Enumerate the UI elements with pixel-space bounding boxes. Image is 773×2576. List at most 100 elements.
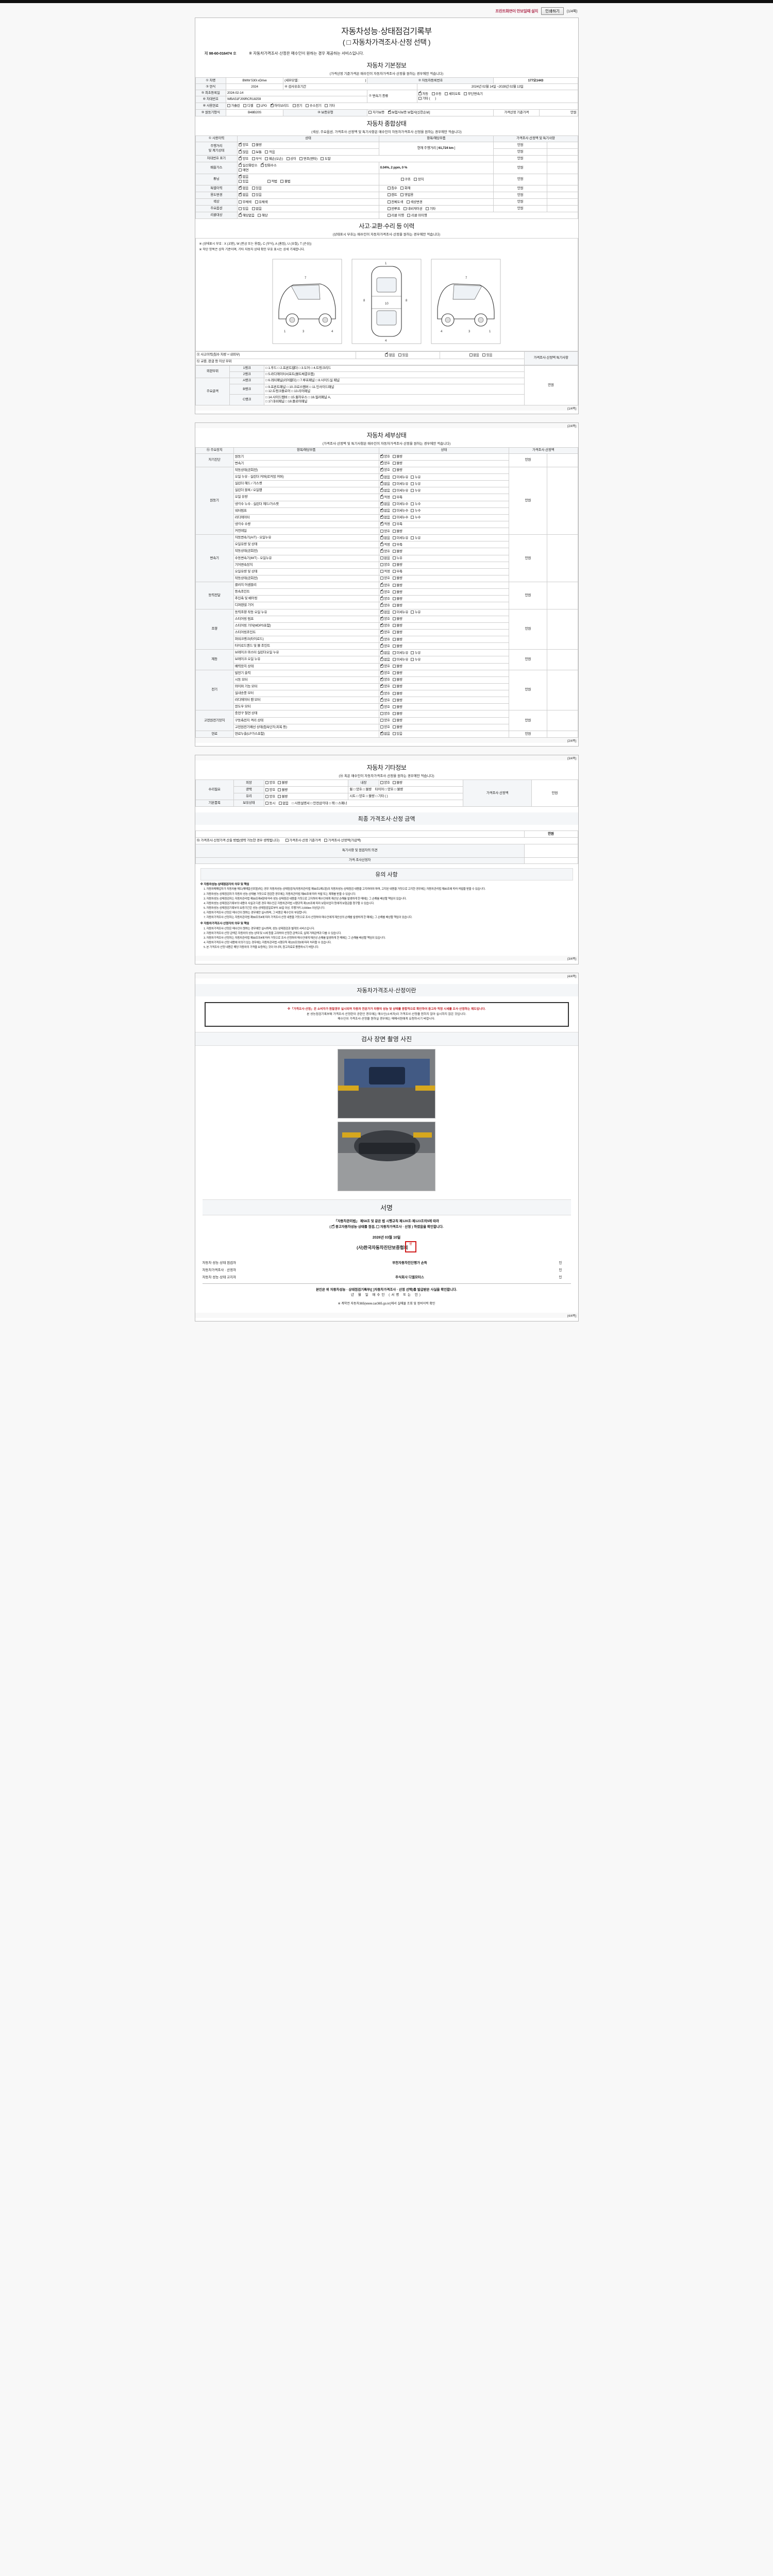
opt-없음[interactable]: 없음 [380, 508, 390, 513]
opt-불량[interactable]: 불량 [392, 677, 402, 682]
print-button[interactable]: 인쇄하기 [541, 7, 564, 15]
opt-누유[interactable]: 누유 [411, 536, 421, 540]
opt-none[interactable]: 없음 [239, 185, 248, 191]
opt-recall-done[interactable]: 리콜 이행 [387, 213, 404, 218]
opt-불량[interactable]: 불량 [392, 590, 402, 595]
fuel-opt-hydrogen[interactable]: 수소전기 [306, 104, 322, 108]
opt-same[interactable]: 동시 [265, 801, 275, 806]
opt-불량[interactable]: 불량 [392, 691, 402, 696]
opt-양호[interactable]: 양호 [380, 529, 390, 534]
opt-bad[interactable]: 불량 [278, 781, 288, 785]
opt-불량[interactable]: 불량 [392, 454, 402, 459]
opt-없음[interactable]: 없음 [380, 609, 390, 615]
opt-누유[interactable]: 누유 [411, 610, 421, 615]
opt-none[interactable]: 없음 [385, 352, 395, 358]
opt-양호[interactable]: 양호 [380, 697, 390, 703]
opt-부족[interactable]: 부족 [392, 495, 402, 500]
opt-불량[interactable]: 불량 [392, 576, 402, 581]
opt-미세누유[interactable]: 미세누유 [392, 475, 409, 480]
opt-bad[interactable]: 불량 [278, 788, 288, 792]
opt-양호[interactable]: 양호 [380, 602, 390, 608]
trans-opt-cvt[interactable]: 무단변속기 [464, 92, 483, 96]
opt-양호[interactable]: 양호 [380, 467, 390, 472]
opt-불량[interactable]: 불량 [392, 623, 402, 628]
opt-achromatic[interactable]: 무채색 [239, 200, 251, 205]
opt-tire[interactable]: 타이어 □ 양호 □ 불량 [375, 788, 404, 791]
opt-none-2[interactable]: 없음 [469, 353, 479, 358]
opt-미세누유[interactable]: 미세누유 [392, 536, 409, 540]
opt-양호[interactable]: 양호 [380, 454, 390, 459]
opt-exists[interactable]: 있음 [251, 186, 262, 191]
opt-누유[interactable]: 누유 [411, 475, 421, 480]
opt-양호[interactable]: 양호 [380, 704, 390, 709]
opt-양호[interactable]: 양호 [380, 664, 390, 669]
warranty-opt-self[interactable]: 자가보증 [368, 110, 384, 115]
opt-누수[interactable]: 누수 [411, 509, 421, 513]
opt-color-change[interactable]: 색상변경 [406, 200, 423, 205]
opt-rent[interactable]: 렌트 [387, 193, 397, 197]
opt-repaint-all[interactable]: 전체도색 [387, 200, 403, 205]
opt-양호[interactable]: 양호 [380, 725, 390, 730]
fuel-opt-other[interactable]: 기타 [325, 104, 335, 108]
opt-altered[interactable]: 변조(변타) [299, 157, 317, 161]
opt-불량[interactable]: 불량 [392, 637, 402, 642]
opt-exists[interactable]: 있음 [251, 193, 262, 197]
opt-불량[interactable]: 불량 [392, 711, 402, 716]
opt-불량[interactable]: 불량 [392, 684, 402, 689]
opt-불량[interactable]: 불량 [392, 725, 402, 730]
opt-wheel[interactable]: 휠 □ 양호 □ 불량 [349, 788, 372, 791]
opt-불량[interactable]: 불량 [392, 468, 402, 472]
opt-불량[interactable]: 불량 [392, 583, 402, 588]
opt-corrosion[interactable]: 부식 [251, 157, 262, 161]
opt-damaged[interactable]: 훼손(오손) [265, 157, 283, 161]
opt-양호[interactable]: 양호 [380, 670, 390, 675]
opt-flood[interactable]: 침수 [387, 186, 397, 191]
opt-exists-2[interactable]: 있음 [482, 353, 493, 358]
law-checkbox-inspect[interactable] [331, 1224, 335, 1229]
opt-미세누유[interactable]: 미세누유 [392, 482, 409, 486]
opt-불량[interactable]: 불량 [392, 563, 402, 567]
opt-누유[interactable]: 누유 [411, 651, 421, 655]
opt-manual[interactable]: □ 사용설명서 □ 안전삼각대 □ 잭 □ 스패너 [292, 801, 347, 805]
opt-co[interactable]: 일산화탄소 [239, 162, 258, 168]
opt-양호[interactable]: 양호 [380, 630, 390, 635]
opt-none[interactable]: 없음 [239, 192, 248, 197]
opt-legal[interactable]: 적법 [267, 179, 277, 184]
opt-chromatic[interactable]: 유채색 [255, 200, 268, 205]
opt-없음[interactable]: 없음 [380, 474, 390, 480]
opt-adjust[interactable]: 가격조사·산정액(가감액) [324, 838, 361, 843]
opt-적정[interactable]: 적정 [380, 569, 390, 574]
opt-structure[interactable]: 구조 [400, 177, 411, 182]
opt-none[interactable]: 없음 [251, 207, 262, 211]
opt-미세누수[interactable]: 미세누수 [392, 515, 409, 520]
opt-미세누유[interactable]: 미세누유 [392, 488, 409, 493]
opt-양호[interactable]: 양호 [380, 718, 390, 723]
opt-good[interactable]: 양호 [380, 781, 390, 785]
opt-불량[interactable]: 불량 [392, 529, 402, 534]
opt-불량[interactable]: 불량 [392, 617, 402, 621]
opt-good[interactable]: 양호 [265, 788, 275, 792]
opt-불량[interactable]: 불량 [392, 603, 402, 608]
opt-미세누유[interactable]: 미세누유 [392, 651, 409, 655]
opt-누유[interactable]: 누유 [411, 482, 421, 486]
trans-opt-other[interactable]: 기타 ( ) [418, 96, 436, 101]
opt-few[interactable]: 적음 [265, 150, 275, 155]
opt-없음[interactable]: 없음 [380, 656, 390, 662]
trans-opt-manual[interactable]: 수동 [431, 92, 442, 96]
opt-누수[interactable]: 누수 [411, 515, 421, 520]
opt-exists[interactable]: 있음 [239, 207, 248, 211]
opt-미세누수[interactable]: 미세누수 [392, 502, 409, 506]
opt-부족[interactable]: 부족 [392, 569, 402, 574]
fuel-opt-diesel[interactable]: 디젤 [243, 104, 254, 108]
opt-없음[interactable]: 없음 [380, 481, 390, 486]
fuel-opt-lpg[interactable]: LPG [256, 104, 267, 108]
opt-누유[interactable]: 누유 [392, 556, 402, 561]
trans-opt-semiauto[interactable]: 세미오토 [445, 92, 461, 96]
opt-fire[interactable]: 화재 [400, 186, 411, 191]
opt-누유[interactable]: 누유 [411, 488, 421, 493]
opt-recall-notdone[interactable]: 리콜 미이행 [407, 213, 427, 218]
fuel-opt-hybrid[interactable]: 하이브리드 [270, 103, 289, 108]
opt-불량[interactable]: 불량 [392, 644, 402, 649]
opt-양호[interactable]: 양호 [380, 548, 390, 554]
opt-different[interactable]: 상이 [286, 157, 296, 161]
